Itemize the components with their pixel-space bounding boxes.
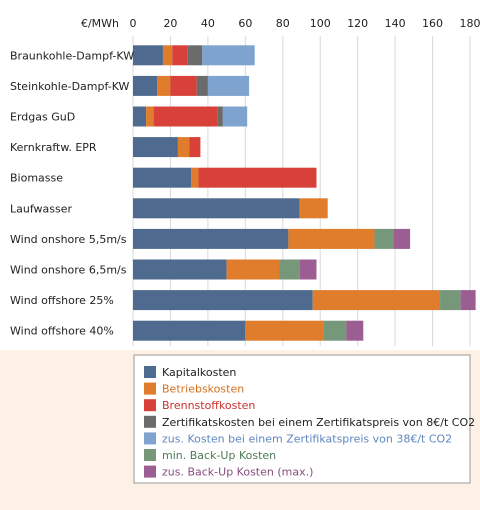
bar-segment-3 [172,45,188,66]
category-label: Steinkohle-Dampf-KW [10,80,130,93]
bar-segment-6 [440,290,461,311]
legend-entry-7: zus. Back-Up Kosten (max.) [162,466,313,479]
bar-segment-2 [162,45,173,66]
category-label: Erdgas GuD [10,111,75,124]
bar-segment-2 [245,320,324,341]
bar-segment-3 [170,75,197,96]
bar-segment-1 [133,259,227,280]
x-tick-label-180: 180 [460,17,480,30]
bar-segment-2 [146,106,154,127]
x-tick-label-160: 160 [422,17,443,30]
x-tick-label-20: 20 [163,17,177,30]
category-label: Laufwasser [10,202,72,215]
bar-segment-6 [279,259,300,280]
bar-segment-1 [133,167,192,188]
bar-segment-4 [187,45,203,66]
category-label: Wind offshore 25% [10,294,114,307]
legend-swatch-1 [144,366,156,378]
bar-segment-5 [222,106,248,127]
bar-segment-4 [217,106,223,127]
bar-segment-7 [346,320,364,341]
x-tick-label-80: 80 [276,17,290,30]
legend-swatch-3 [144,399,156,412]
bar-segment-2 [312,290,441,311]
bar-segment-2 [191,167,199,188]
category-label: Biomasse [10,172,63,185]
legend-swatch-6 [144,449,156,461]
x-tick-label-60: 60 [238,17,252,30]
bar-segment-2 [288,228,375,249]
legend-swatch-2 [144,382,156,395]
bar-segment-5 [207,75,250,96]
bar-segment-1 [133,320,246,341]
bar-segment-2 [157,75,171,96]
bar-segment-3 [153,106,218,127]
bar-segment-6 [323,320,347,341]
legend-entry-5: zus. Kosten bei einem Zertifikatspreis v… [162,432,452,445]
x-tick-label-40: 40 [201,17,215,30]
x-tick-label-100: 100 [310,17,331,30]
x-tick-label-140: 140 [385,17,406,30]
bar-segment-6 [374,228,394,249]
legend-swatch-5 [144,432,156,445]
bar-segment-1 [133,290,313,311]
category-label: Kernkraftw. EPR [10,141,97,154]
bar-segment-3 [189,137,201,158]
bar-segment-2 [299,198,328,219]
legend-entry-1: Kapitalkosten [162,366,236,379]
bar-segment-5 [202,45,255,66]
bar-segment-2 [177,137,190,158]
legend-swatch-7 [144,465,156,478]
legend-entry-3: Brennstoffkosten [162,399,255,412]
bar-segment-1 [133,45,163,66]
bar-segment-1 [133,137,178,158]
bar-segment-7 [299,259,317,280]
category-label: Wind onshore 6,5m/s [10,264,127,277]
bar-segment-2 [226,259,280,280]
bar-segment-1 [133,106,147,127]
category-label: Braunkohle-Dampf-KW [10,49,134,62]
category-label: Wind offshore 40% [10,325,114,338]
x-tick-label-120: 120 [347,17,368,30]
unit-label: €/MWh [81,17,119,30]
legend-box [133,354,471,484]
category-labels: Braunkohle-Dampf-KW Steinkohle-Dampf-KW Er… [10,49,134,337]
bar-segment-3 [198,167,317,188]
legend-entry-4: Zertifikatskosten bei einem Zertifikatsp… [162,416,475,429]
bars [133,45,476,341]
legend-entry-2: Betriebskosten [162,383,244,396]
category-label: Wind onshore 5,5m/s [10,233,127,246]
legend-entry-6: min. Back-Up Kosten [162,449,276,462]
x-tick-label-0: 0 [130,17,137,30]
bar-segment-4 [196,75,208,96]
legend-swatch-4 [144,415,156,428]
x-tick-labels: 0 20 40 60 80 100 120 140 160 180 [130,17,480,30]
bar-segment-1 [133,198,300,219]
bar-segment-1 [133,228,289,249]
bar-segment-7 [393,228,411,249]
legend: Kapitalkosten Betriebskosten Brennstoffkos… [133,354,475,484]
bar-segment-1 [133,75,158,96]
bar-segment-7 [460,290,476,311]
